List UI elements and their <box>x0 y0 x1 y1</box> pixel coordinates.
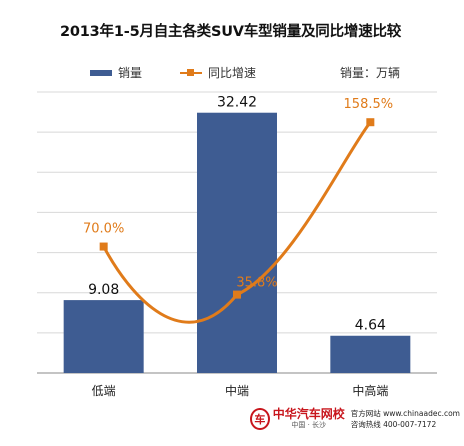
bar-3 <box>330 335 411 373</box>
growth-marker-1 <box>99 242 108 251</box>
growth-marker-2 <box>233 290 241 299</box>
brand-logo-icon: 车 <box>250 408 270 430</box>
hotline-text: 咨询热线 400-007-7172 <box>350 420 437 429</box>
brand-block: 中华汽车网校 中国 · 长沙 <box>273 408 345 430</box>
contact-block: 官方网站 www.chinaadec.com 咨询热线 400-007-7172 <box>351 408 460 430</box>
chart-title: 2013年1-5月自主各类SUV车型销量及同比增速比较 <box>60 24 402 40</box>
legend-item-sales: 销量 <box>90 64 142 81</box>
x-tick-label: 中端 <box>225 383 249 398</box>
brand-name: 中华汽车网校 <box>272 407 345 421</box>
footer-watermark: 车 中华汽车网校 中国 · 长沙 官方网站 www.chinaadec.com … <box>250 404 460 434</box>
legend-label-growth: 同比增速 <box>208 66 257 80</box>
growth-value-label: 158.5% <box>344 97 394 112</box>
chart-legend: 销量 同比增速 <box>0 64 464 82</box>
growth-marker-3 <box>366 118 375 127</box>
legend-swatch-growth <box>180 68 202 76</box>
growth-value-label: 70.0% <box>83 222 124 237</box>
legend-label-sales: 销量 <box>118 66 143 80</box>
legend-swatch-sales <box>90 69 112 76</box>
growth-value-label: 35.8% <box>236 276 277 291</box>
bar-2 <box>197 112 277 373</box>
bar-1 <box>63 300 144 373</box>
website-text: 官方网站 www.chinaadec.com <box>350 409 460 418</box>
legend-item-growth: 同比增速 <box>180 64 256 81</box>
bar-value-label: 32.42 <box>217 95 257 111</box>
x-tick-label: 中高端 <box>352 383 388 398</box>
unit-label: 销量：万辆 <box>340 66 401 80</box>
brand-city: 中国 · 长沙 <box>291 421 327 429</box>
bar-value-label: 4.64 <box>355 318 386 334</box>
x-tick-label: 低端 <box>92 384 116 398</box>
bar-value-label: 9.08 <box>88 282 119 298</box>
